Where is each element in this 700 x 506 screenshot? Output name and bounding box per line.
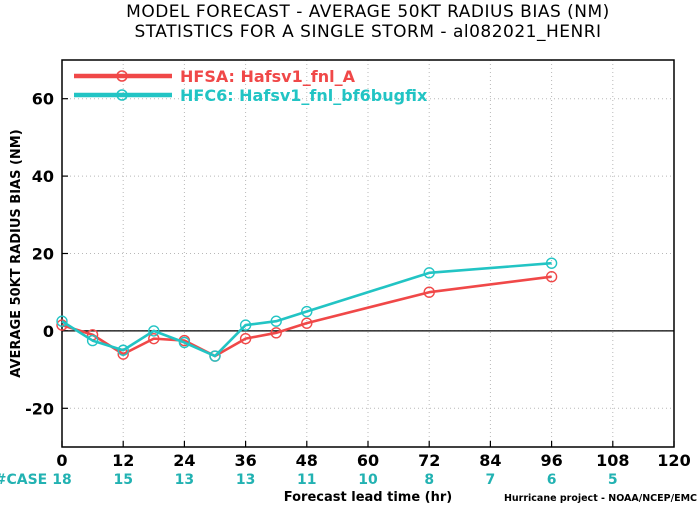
data-point — [270, 327, 282, 339]
y-axis-ticks: -20 0 20 40 60 — [25, 90, 68, 418]
data-point — [86, 334, 99, 347]
data-point — [423, 267, 435, 279]
data-point — [209, 350, 221, 362]
case-label: #CASE — [0, 472, 47, 488]
data-point — [423, 286, 435, 298]
case-count: 7 — [486, 472, 496, 488]
legend-marker — [116, 70, 128, 82]
case-count: 18 — [52, 472, 71, 488]
data-point — [56, 315, 68, 327]
legend-label: HFSA: Hafsv1_fnl_A — [180, 67, 356, 86]
y-tick-label: -20 — [25, 399, 54, 418]
x-tick-label: 84 — [479, 451, 501, 470]
x-tick-label: 72 — [418, 451, 440, 470]
data-point — [148, 332, 160, 345]
legend-label: HFC6: Hafsv1_fnl_bf6bugfix — [180, 86, 428, 105]
case-count: 13 — [236, 472, 255, 488]
chart-title-line: MODEL FORECAST - AVERAGE 50KT RADIUS BIA… — [126, 2, 610, 22]
y-axis-label: AVERAGE 50KT RADIUS BIAS (NM) — [9, 129, 24, 377]
data-point — [239, 332, 252, 345]
x-tick-label: 108 — [596, 451, 629, 470]
x-tick-label: 96 — [540, 451, 562, 470]
gridlines — [62, 60, 674, 447]
y-tick-label: 60 — [32, 90, 54, 109]
x-tick-label: 12 — [112, 451, 134, 470]
case-count: 6 — [547, 472, 557, 488]
data-point — [239, 319, 252, 331]
series-lines — [56, 257, 558, 362]
data-point — [545, 257, 558, 269]
credit-text: Hurricane project - NOAA/NCEP/EMC — [504, 493, 697, 504]
case-count: 10 — [358, 472, 378, 488]
x-tick-label: 60 — [357, 451, 379, 470]
data-point — [148, 325, 160, 337]
data-point — [178, 336, 191, 349]
case-count: 8 — [424, 472, 434, 488]
x-axis-label: Forecast lead time (hr) — [284, 490, 452, 505]
data-point — [270, 315, 282, 327]
data-point — [301, 305, 313, 318]
chart-title-line: STATISTICS FOR A SINGLE STORM - al082021… — [134, 22, 601, 42]
x-tick-label: 36 — [234, 451, 256, 470]
chart-title: MODEL FORECAST - AVERAGE 50KT RADIUS BIA… — [126, 2, 610, 42]
series-line — [61, 261, 552, 358]
data-point — [301, 317, 313, 329]
case-counts: #CASE 18 15 13 13 11 10 8 7 6 5 — [0, 472, 618, 488]
x-axis-ticks: 0 12 24 36 48 60 72 84 96 108 120 — [56, 441, 691, 470]
x-tick-label: 120 — [657, 451, 690, 470]
case-count: 11 — [297, 472, 316, 488]
legend-marker — [116, 89, 128, 101]
data-point — [545, 271, 558, 283]
x-tick-label: 0 — [56, 451, 67, 470]
case-count: 5 — [608, 472, 618, 488]
y-tick-label: 0 — [43, 322, 54, 341]
data-point — [117, 344, 129, 356]
x-tick-label: 24 — [173, 451, 195, 470]
case-count: 15 — [113, 472, 132, 488]
x-tick-label: 48 — [296, 451, 318, 470]
y-tick-label: 40 — [32, 167, 54, 186]
y-tick-label: 20 — [32, 245, 54, 264]
case-count: 13 — [175, 472, 194, 488]
